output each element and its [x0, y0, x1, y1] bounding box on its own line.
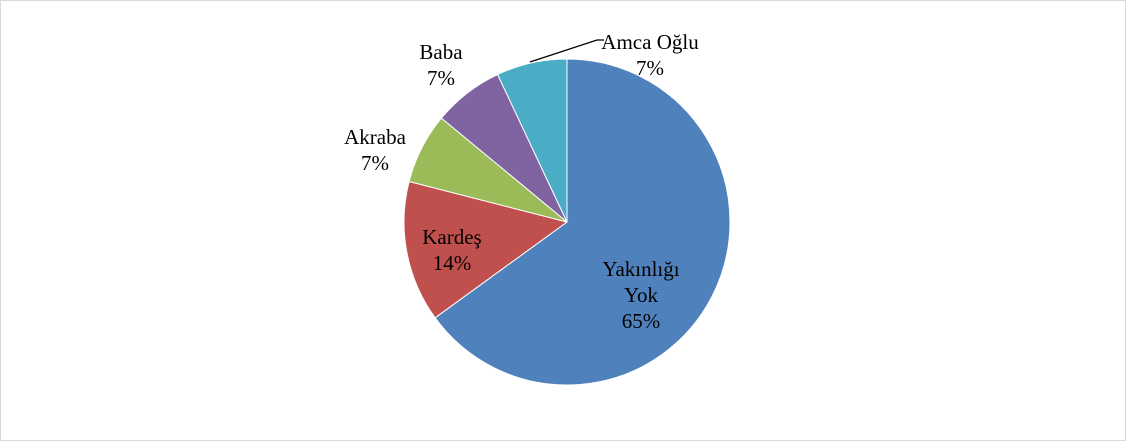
leader-line	[529, 39, 604, 63]
value-label: 14%	[432, 251, 472, 275]
pie-slice	[496, 58, 568, 223]
slice-label: Yakınlığı Yok 65%	[586, 256, 696, 334]
pie-slice	[434, 58, 731, 386]
value-label: 65%	[621, 309, 661, 333]
value-label: 7%	[361, 151, 389, 175]
pie-slice	[403, 180, 569, 319]
slice-label: Baba 7%	[401, 39, 481, 91]
category-label: Akraba	[344, 125, 406, 149]
value-label: 7%	[636, 56, 664, 80]
category-label: Amca Oğlu	[601, 30, 699, 54]
category-label: Kardeş	[422, 225, 482, 249]
category-label: Yakınlığı Yok	[602, 257, 680, 307]
slice-label: Amca Oğlu 7%	[580, 29, 720, 81]
value-label: 7%	[427, 66, 455, 90]
category-label: Baba	[419, 40, 463, 64]
slice-label: Akraba 7%	[330, 124, 420, 176]
slice-label: Kardeş 14%	[407, 224, 497, 276]
